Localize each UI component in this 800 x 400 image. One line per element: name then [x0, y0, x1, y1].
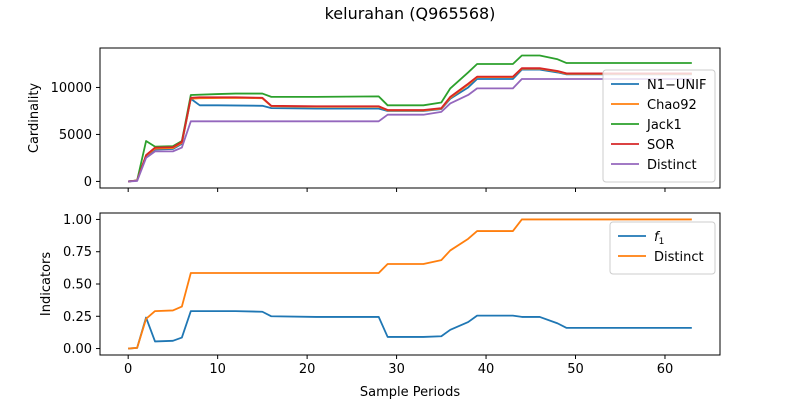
y-tick-label: 5000 [59, 128, 92, 143]
y-axis-label-2: Indicators [39, 252, 54, 316]
x-tick-label: 60 [657, 362, 674, 377]
legend-box [609, 221, 716, 275]
x-tick-label: 50 [567, 362, 584, 377]
series-line-1-4 [128, 67, 692, 183]
x-tick-label: 10 [209, 362, 226, 377]
panel-1: 0 5000 10000 Cardinality N1−UNIF Chao92 Jack1 S… [27, 47, 721, 192]
y-tick-label: 10000 [51, 81, 92, 96]
y-tick-label: 0.25 [63, 310, 92, 325]
series-line-2-1 [128, 310, 692, 350]
legend-label: N1−UNIF [647, 78, 706, 93]
x-axis-label: Sample Periods [360, 385, 460, 400]
chart-panels: 0 5000 10000 Cardinality N1−UNIF Chao92 Jack1 S… [27, 47, 721, 377]
legend-label: f1 [654, 230, 664, 247]
y-tick-label: 1.00 [63, 213, 92, 228]
y-tick-label: 0.00 [63, 342, 92, 357]
y-tick-label: 0.75 [63, 245, 92, 260]
x-tick-label: 0 [124, 362, 132, 377]
legend-label: Jack1 [646, 118, 682, 133]
legend-label: Distinct [654, 250, 704, 265]
series-line-1-5 [128, 78, 692, 183]
legend-label: Distinct [647, 158, 697, 173]
legend-label: Chao92 [647, 98, 697, 113]
axes-frame-1 [99, 47, 721, 189]
panel-2: 0 10 20 30 40 50 60 0.00 0.25 0.50 0.75 1.00 Indicat… [39, 212, 721, 377]
series-line-2-2 [128, 218, 692, 350]
legend-2: f1 Distinct [609, 221, 716, 275]
y-axis-label-1: Cardinality [27, 83, 42, 154]
y-tick-label: 0 [84, 175, 92, 190]
legend-box [602, 69, 716, 183]
y-tick-label: 0.50 [63, 278, 92, 293]
x-tick-label: 40 [478, 362, 495, 377]
x-tick-label: 30 [388, 362, 405, 377]
x-tick-label: 20 [299, 362, 316, 377]
chart-title: kelurahan (Q965568) [325, 4, 496, 23]
legend-1: N1−UNIF Chao92 Jack1 SOR Distinct [602, 69, 716, 183]
legend-label: SOR [647, 138, 675, 153]
